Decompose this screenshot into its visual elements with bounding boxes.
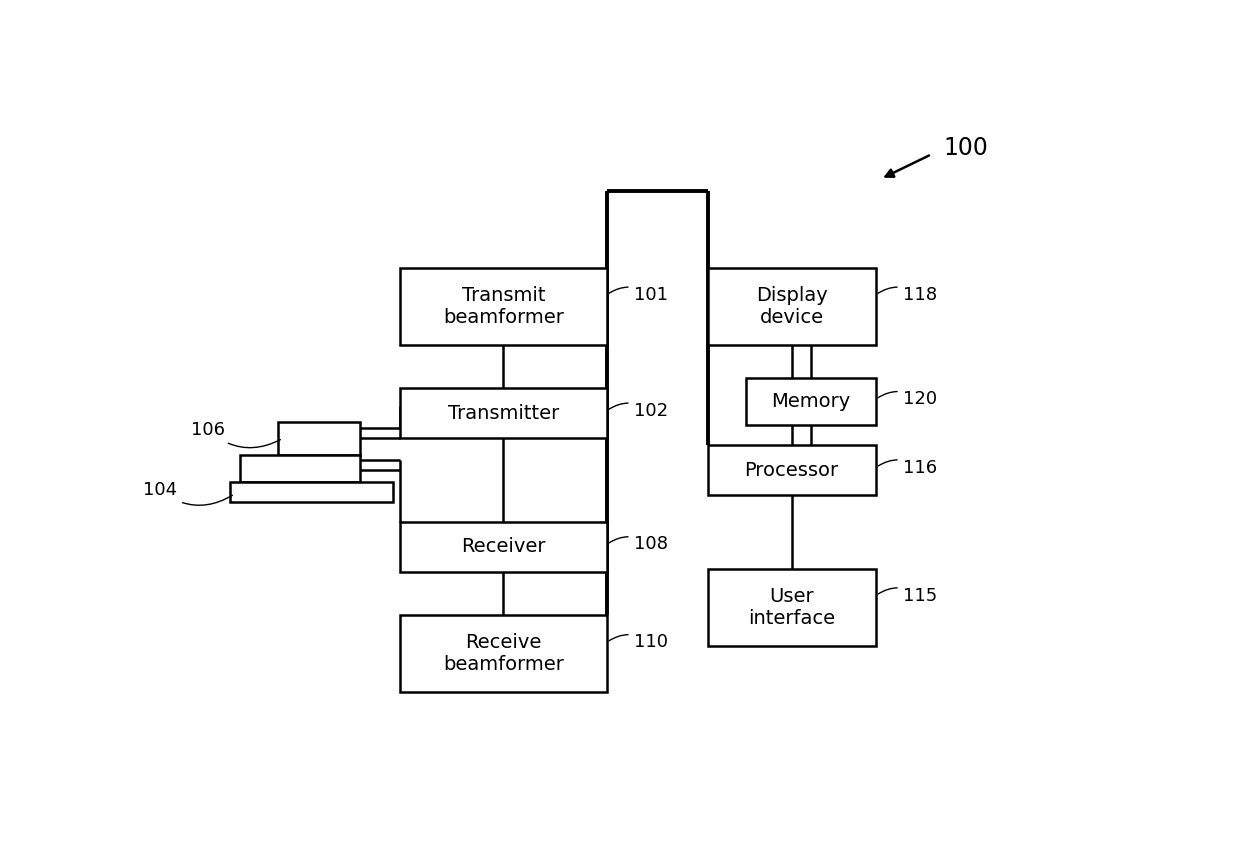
Bar [746,378,875,425]
Text: User
interface: User interface [748,587,836,628]
Text: 102: 102 [609,402,667,420]
Bar [708,268,875,345]
Bar [708,445,875,495]
Bar [401,388,606,438]
Text: Transmit
beamformer: Transmit beamformer [443,286,564,327]
Text: 104: 104 [143,482,232,505]
Text: Memory: Memory [771,392,851,411]
Bar [278,422,360,455]
Bar [401,522,606,572]
Text: Receive
beamformer: Receive beamformer [443,634,564,674]
Text: 100: 100 [942,135,988,160]
Bar [401,615,606,693]
Text: Display
device: Display device [756,286,827,327]
Text: 110: 110 [609,634,667,651]
Text: Transmitter: Transmitter [448,404,559,423]
Text: 101: 101 [609,286,667,304]
Text: 106: 106 [191,421,280,448]
Bar [239,455,360,482]
Text: 118: 118 [878,286,936,304]
Bar [401,268,606,345]
Bar [708,569,875,646]
Text: Processor: Processor [744,461,838,480]
Text: 115: 115 [878,587,937,605]
Text: 108: 108 [609,536,667,554]
Text: 120: 120 [878,391,936,408]
Text: Receiver: Receiver [461,537,546,556]
Bar [229,482,393,502]
Text: 116: 116 [878,458,936,477]
